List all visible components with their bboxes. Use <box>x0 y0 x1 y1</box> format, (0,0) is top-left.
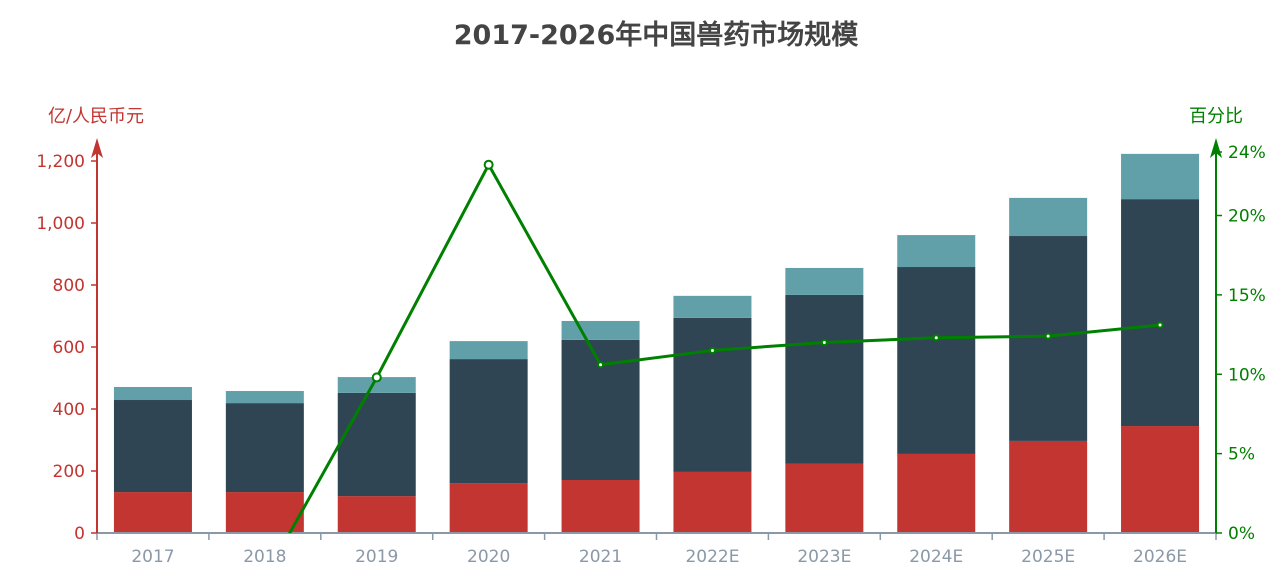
right-tick-label: 0% <box>1228 524 1255 544</box>
growth-point <box>1156 321 1164 329</box>
x-tick-label: 2022E <box>685 547 739 567</box>
right-axis-arrow-icon <box>1210 138 1222 158</box>
x-tick-label: 2026E <box>1133 547 1187 567</box>
right-tick-label: 15% <box>1228 286 1266 306</box>
right-axis-label: 百分比 <box>1189 106 1243 127</box>
bar-2017-segment-1 <box>113 492 192 533</box>
bar-2021-segment-1 <box>561 479 640 533</box>
growth-point <box>820 339 828 346</box>
left-tick-label: 1,200 <box>36 152 85 172</box>
growth-point <box>1044 332 1052 340</box>
bar-2026E-segment-1 <box>1121 426 1200 533</box>
bar-2018-segment-2 <box>225 403 304 493</box>
left-axis-arrow-icon <box>91 138 103 158</box>
bar-2023E-segment-3 <box>785 267 864 295</box>
left-tick-label: 600 <box>53 338 85 358</box>
bar-2024E-segment-3 <box>897 235 976 268</box>
bar-2020-segment-3 <box>449 341 528 360</box>
left-tick-label: 800 <box>53 276 85 296</box>
x-tick-label: 2023E <box>797 547 851 567</box>
bar-2020-segment-2 <box>449 359 528 484</box>
right-tick-label: 10% <box>1228 365 1266 385</box>
bar-2022E-segment-1 <box>673 471 752 533</box>
x-tick-label: 2018 <box>243 547 286 567</box>
bar-2019-segment-1 <box>337 496 416 533</box>
bar-2018-segment-1 <box>225 492 304 533</box>
chart-title: 2017-2026年中国兽药市场规模 <box>454 19 859 51</box>
bar-2021-segment-3 <box>561 320 640 340</box>
bar-2017-segment-3 <box>113 386 192 401</box>
bar-2024E-segment-2 <box>897 267 976 454</box>
x-tick-label: 2020 <box>467 547 510 567</box>
bar-2024E-segment-1 <box>897 453 976 533</box>
bar-2019-segment-2 <box>337 392 416 497</box>
left-tick-label: 200 <box>53 462 85 482</box>
bar-2023E-segment-2 <box>785 294 864 464</box>
bar-2022E-segment-3 <box>673 295 752 318</box>
left-axis-label: 亿/人民币元 <box>48 106 144 127</box>
bar-2019-segment-3 <box>337 377 416 393</box>
bar-2017-segment-2 <box>113 400 192 493</box>
growth-point <box>932 334 940 342</box>
x-tick-label: 2021 <box>579 547 622 567</box>
growth-point <box>708 346 716 354</box>
bar-2025E-segment-3 <box>1009 197 1088 237</box>
growth-point <box>597 361 605 369</box>
bar-2026E-segment-3 <box>1121 153 1200 200</box>
left-tick-label: 1,000 <box>36 214 85 234</box>
bar-2026E-segment-2 <box>1121 199 1200 427</box>
x-tick-label: 2017 <box>131 547 174 567</box>
bar-2023E-segment-1 <box>785 463 864 533</box>
bar-2018-segment-3 <box>225 391 304 404</box>
growth-point <box>483 159 494 170</box>
x-tick-label: 2019 <box>355 547 398 567</box>
x-tick-label: 2024E <box>909 547 963 567</box>
growth-point <box>371 372 382 383</box>
right-tick-label: 24% <box>1228 143 1266 163</box>
bar-2020-segment-1 <box>449 483 528 533</box>
right-tick-label: 20% <box>1228 207 1266 227</box>
bar-2022E-segment-2 <box>673 317 752 472</box>
left-tick-label: 400 <box>53 400 85 420</box>
right-tick-label: 5% <box>1228 445 1255 465</box>
bar-2025E-segment-1 <box>1009 440 1088 533</box>
x-tick-label: 2025E <box>1021 547 1075 567</box>
left-tick-label: 0 <box>74 524 85 544</box>
